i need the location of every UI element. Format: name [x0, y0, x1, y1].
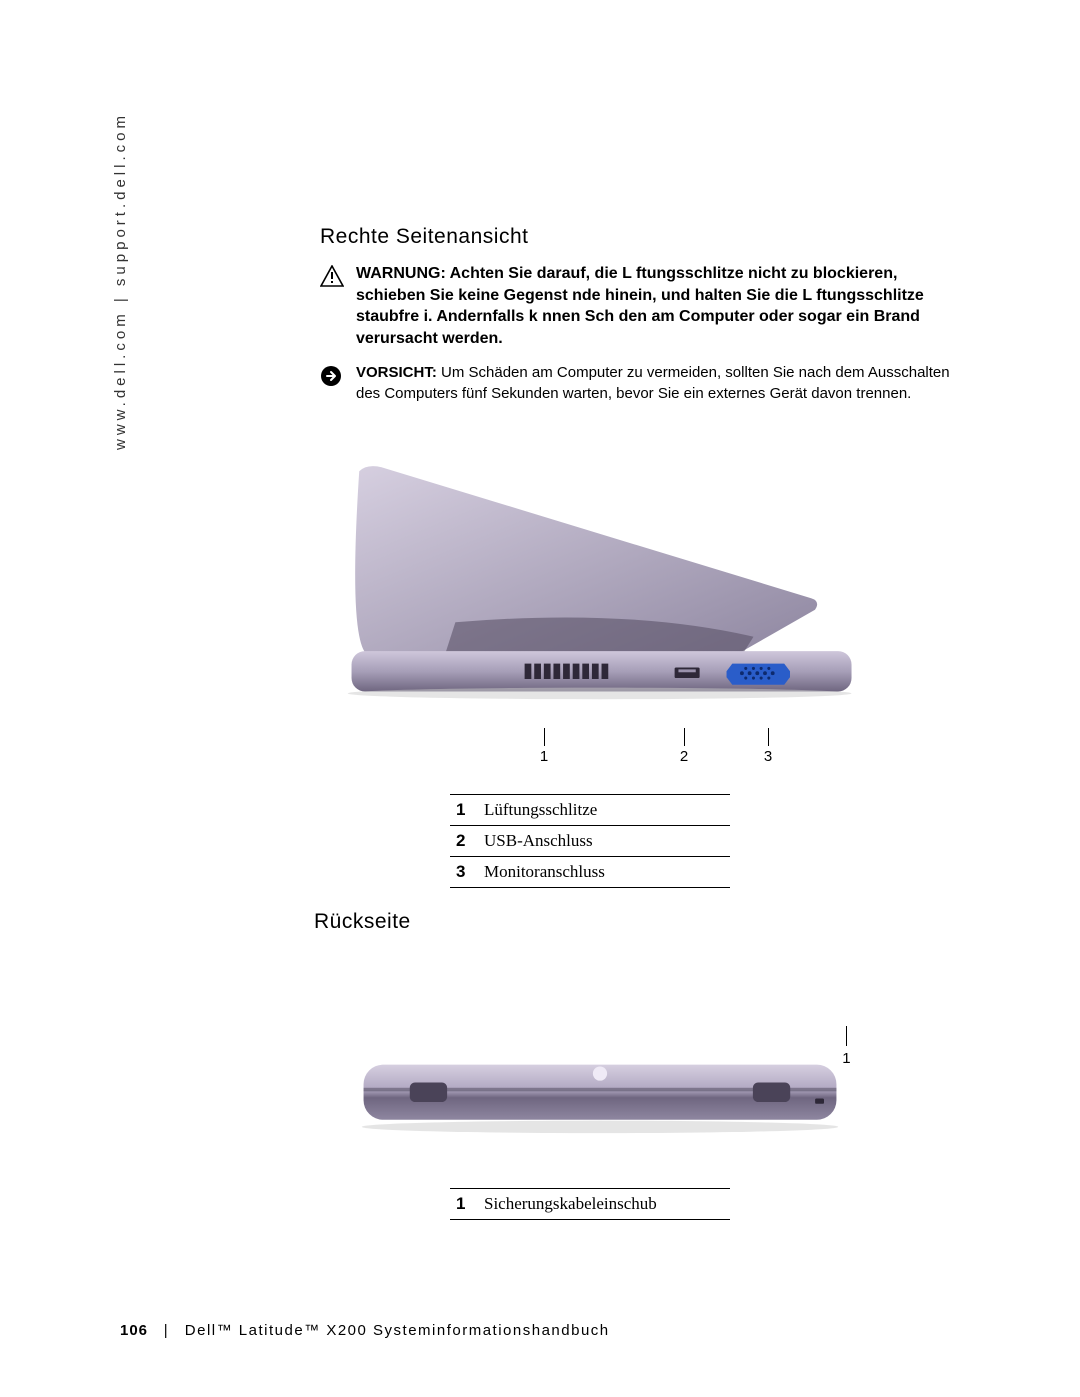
- caution-icon: [320, 363, 344, 404]
- part-number: 2: [450, 825, 478, 856]
- callout-line: [684, 728, 685, 746]
- warning-text: WARNUNG: Achten Sie darauf, die L ftungs…: [356, 263, 960, 349]
- right-callouts: 1 2 3: [320, 728, 960, 768]
- callout-number: 1: [540, 748, 548, 765]
- main-content: Rechte Seitenansicht WARNUNG: Achten Sie…: [320, 225, 960, 1220]
- callout-line: [846, 1026, 847, 1046]
- page-footer: 106 | Dell™ Latitude™ X200 Systeminforma…: [120, 1322, 610, 1339]
- part-description: Sicherungskabeleinschub: [478, 1188, 730, 1219]
- caution-label: VORSICHT:: [356, 364, 437, 381]
- figure-back-side: 1: [320, 1044, 880, 1164]
- table-row: 3Monitoranschluss: [450, 856, 730, 887]
- part-description: Lüftungsschlitze: [478, 794, 730, 825]
- footer-separator: |: [164, 1322, 169, 1339]
- table-row: 1Lüftungsschlitze: [450, 794, 730, 825]
- part-description: Monitoranschluss: [478, 856, 730, 887]
- caution-text: VORSICHT: Um Schäden am Computer zu verm…: [356, 363, 960, 404]
- table-row: 2USB-Anschluss: [450, 825, 730, 856]
- back-callouts: 1: [320, 1044, 880, 1084]
- warning-icon: [320, 263, 344, 349]
- warning-notice: WARNUNG: Achten Sie darauf, die L ftungs…: [320, 263, 960, 349]
- footer-title: Dell™ Latitude™ X200 Systeminformationsh…: [185, 1322, 610, 1339]
- part-number: 1: [450, 1188, 478, 1219]
- part-number: 3: [450, 856, 478, 887]
- heading-back-side: Rückseite: [314, 910, 960, 934]
- callout-number: 2: [680, 748, 688, 765]
- caution-body: Um Schäden am Computer zu vermeiden, sol…: [356, 364, 950, 401]
- page-number: 106: [120, 1322, 148, 1339]
- caution-notice: VORSICHT: Um Schäden am Computer zu verm…: [320, 363, 960, 404]
- part-number: 1: [450, 794, 478, 825]
- laptop-side-illustration: [340, 454, 878, 704]
- heading-right-side: Rechte Seitenansicht: [320, 225, 960, 249]
- callout-line: [544, 728, 545, 746]
- callout-line: [768, 728, 769, 746]
- part-description: USB-Anschluss: [478, 825, 730, 856]
- table-row: 1Sicherungskabeleinschub: [450, 1188, 730, 1219]
- figure-right-side: [320, 444, 880, 724]
- callout-number: 3: [764, 748, 772, 765]
- warning-label: WARNUNG:: [356, 265, 446, 282]
- sidebar-url: www.dell.com | support.dell.com: [112, 112, 129, 450]
- right-parts-table: 1Lüftungsschlitze2USB-Anschluss3Monitora…: [450, 794, 730, 888]
- back-parts-table: 1Sicherungskabeleinschub: [450, 1188, 730, 1220]
- callout-number: 1: [842, 1050, 850, 1067]
